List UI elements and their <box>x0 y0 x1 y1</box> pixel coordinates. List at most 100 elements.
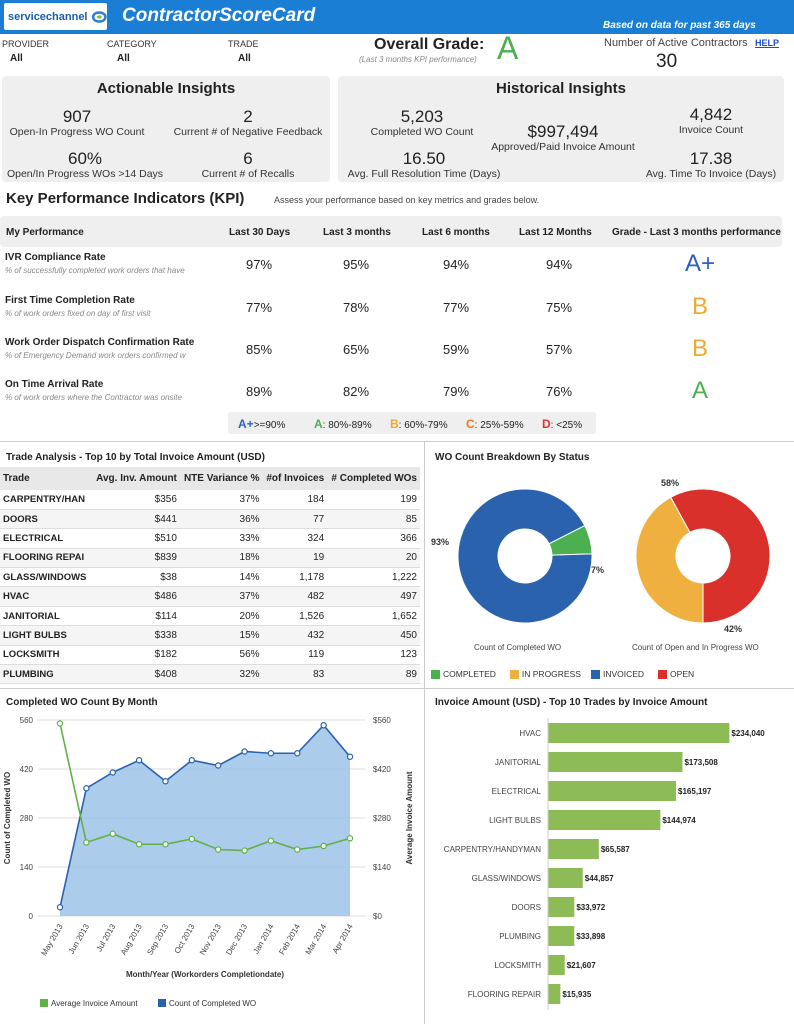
provider-filter-value[interactable]: All <box>10 53 23 64</box>
invoice-bar[interactable] <box>548 723 730 743</box>
wo-count-point[interactable] <box>320 722 327 729</box>
invoice-bar[interactable] <box>548 897 575 917</box>
table-cell: 37% <box>179 490 263 510</box>
invoice-bar[interactable] <box>548 926 575 946</box>
table-cell: 324 <box>262 528 328 549</box>
column-header[interactable]: Avg. Inv. Amount <box>92 467 180 490</box>
category-filter-value[interactable]: All <box>117 53 130 64</box>
pie-caption-completed: Count of Completed WO <box>474 643 562 652</box>
y-tick-label: 140 <box>20 863 34 872</box>
trade-name-cell: JANITORIAL <box>0 606 92 627</box>
avg-invoice-point[interactable] <box>56 720 64 727</box>
wo-count-point[interactable] <box>56 904 64 911</box>
wo-count-point[interactable] <box>109 769 116 776</box>
pie-slice-open[interactable] <box>670 488 771 624</box>
avg-invoice-point[interactable] <box>320 842 327 850</box>
table-row[interactable]: HVAC $486 37% 482 497 <box>0 586 420 607</box>
avg-invoice-point[interactable] <box>241 847 248 854</box>
wo-count-point[interactable] <box>83 785 90 792</box>
status-legend-label: INVOICED <box>602 669 645 679</box>
bar-value-label: $165,197 <box>678 787 712 796</box>
bar-value-label: $44,857 <box>585 874 614 883</box>
x-tick-label: May 2013 <box>39 922 65 957</box>
legend-swatch-icon <box>158 999 166 1007</box>
invoice-bar[interactable] <box>548 984 561 1004</box>
table-cell: 199 <box>327 490 420 510</box>
kpi-subtitle: Assess your performance based on key met… <box>274 195 540 205</box>
pie-slice-completed[interactable] <box>548 524 593 556</box>
table-cell: 1,652 <box>327 606 420 627</box>
wo-count-point[interactable] <box>294 750 301 757</box>
trade-name-cell: CARPENTRY/HAN <box>0 490 92 510</box>
servicechannel-logo[interactable]: servicechannel <box>4 3 107 30</box>
avg-invoice-point[interactable] <box>135 841 143 848</box>
table-row[interactable]: ELECTRICAL $510 33% 324 366 <box>0 528 420 549</box>
table-cell: 1,222 <box>327 567 420 588</box>
avg-invoice-point[interactable] <box>188 835 196 843</box>
avg-invoice-point[interactable] <box>267 837 275 844</box>
wo-count-point[interactable] <box>241 748 248 755</box>
wo-count-point[interactable] <box>346 753 354 760</box>
avg-invoice-point[interactable] <box>83 839 90 846</box>
avg-invoice-point[interactable] <box>162 841 169 848</box>
table-row[interactable]: DOORS $441 36% 77 85 <box>0 509 420 530</box>
column-header[interactable]: # Completed WOs <box>327 467 420 490</box>
kpi-title: Key Performance Indicators (KPI) <box>6 190 245 207</box>
section-divider <box>0 441 794 442</box>
table-cell: 89 <box>327 664 420 685</box>
table-row[interactable]: LIGHT BULBS $338 15% 432 450 <box>0 625 420 646</box>
grade-legend-item: D: <25% <box>542 417 583 431</box>
invoice-bar[interactable] <box>548 955 565 975</box>
table-cell: 32% <box>179 664 263 685</box>
status-legend-item: IN PROGRESS <box>509 669 581 680</box>
invoice-bar[interactable] <box>548 781 677 801</box>
invoice-bar[interactable] <box>548 868 583 888</box>
metric-resolution-time: 16.50 Avg. Full Resolution Time (Days) <box>338 150 510 181</box>
avg-invoice-point[interactable] <box>346 835 354 842</box>
table-row[interactable]: PLUMBING $408 32% 83 89 <box>0 664 420 685</box>
table-row[interactable]: JANITORIAL $114 20% 1,526 1,652 <box>0 606 420 627</box>
wo-count-point[interactable] <box>188 757 196 764</box>
kpi-header-30-days: Last 30 Days <box>229 227 291 238</box>
table-cell: $839 <box>92 548 180 569</box>
pie-slice-in-progress[interactable] <box>635 496 704 624</box>
avg-invoice-point[interactable] <box>294 846 301 853</box>
table-cell: $38 <box>92 567 180 588</box>
based-on-note: Based on data for past 365 days <box>603 20 756 31</box>
table-cell: $338 <box>92 625 180 646</box>
bar-value-label: $173,508 <box>684 758 718 767</box>
bar-category-label: FLOORING REPAIR <box>468 990 541 999</box>
help-link[interactable]: HELP <box>755 38 780 48</box>
kpi-metric-description: % of successfully completed work orders … <box>5 266 185 275</box>
wo-count-point[interactable] <box>135 757 143 764</box>
invoice-bar[interactable] <box>548 839 599 859</box>
table-cell: 83 <box>262 664 328 685</box>
table-row[interactable]: FLOORING REPAI $839 18% 19 20 <box>0 548 420 569</box>
column-header[interactable]: Trade <box>0 467 92 490</box>
pie-slice-invoiced[interactable] <box>457 488 593 624</box>
bar-value-label: $21,607 <box>567 961 596 970</box>
table-row[interactable]: GLASS/WINDOWS $38 14% 1,178 1,222 <box>0 567 420 588</box>
wo-count-point[interactable] <box>267 750 275 757</box>
column-header[interactable]: #of Invoices <box>262 467 328 490</box>
table-cell: 432 <box>262 625 328 646</box>
table-row[interactable]: LOCKSMITH $182 56% 119 123 <box>0 645 420 666</box>
kpi-value: 76% <box>545 384 573 399</box>
metric-value: 5,203 <box>400 107 444 126</box>
kpi-value: 78% <box>342 300 370 315</box>
avg-invoice-point[interactable] <box>214 846 222 853</box>
invoice-bar[interactable] <box>548 810 661 830</box>
kpi-metric-name: Work Order Dispatch Confirmation Rate <box>5 337 195 348</box>
column-header[interactable]: NTE Variance % <box>179 467 263 490</box>
trade-filter-value[interactable]: All <box>238 53 251 64</box>
table-row[interactable]: CARPENTRY/HAN $356 37% 184 199 <box>0 490 420 510</box>
kpi-header-row <box>0 216 782 247</box>
wo-count-point[interactable] <box>214 762 222 769</box>
invoice-bar[interactable] <box>548 752 683 772</box>
status-legend-label: COMPLETED <box>443 669 496 679</box>
historical-insights-panel: Historical Insights 5,203 Completed WO C… <box>338 76 784 182</box>
metric-value: 907 <box>62 107 92 126</box>
bar-category-label: GLASS/WINDOWS <box>472 874 541 883</box>
wo-count-point[interactable] <box>162 778 169 785</box>
avg-invoice-point[interactable] <box>109 830 116 837</box>
